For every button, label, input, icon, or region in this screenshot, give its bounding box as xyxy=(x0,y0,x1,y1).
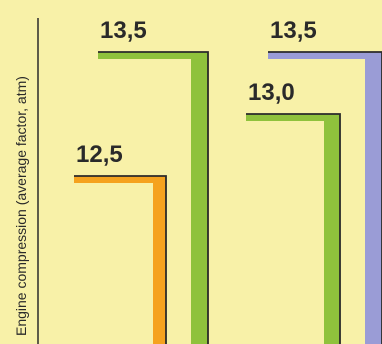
bar-1-stripe xyxy=(153,176,166,344)
bar-1-outline xyxy=(74,175,167,344)
bar-2-top-band xyxy=(98,52,208,59)
bar-2-stripe xyxy=(191,52,208,344)
bar-3-top-band xyxy=(246,114,340,121)
bar-1-value-label: 12,5 xyxy=(76,141,123,168)
y-axis-label: Engine compression (average factor, atm) xyxy=(13,76,29,336)
bar-3-outline xyxy=(246,113,341,344)
bar-4-top-band xyxy=(268,52,382,59)
bar-4-stripe xyxy=(365,52,382,344)
bar-4-outline xyxy=(268,51,382,344)
bar-2-value-label: 13,5 xyxy=(100,17,147,44)
bar-3-value-label: 13,0 xyxy=(248,79,295,106)
bar-2-outline xyxy=(98,51,209,344)
bar-3-stripe xyxy=(324,114,340,344)
bar-1-top-band xyxy=(74,176,166,183)
bar-4-value-label: 13,5 xyxy=(270,17,317,44)
